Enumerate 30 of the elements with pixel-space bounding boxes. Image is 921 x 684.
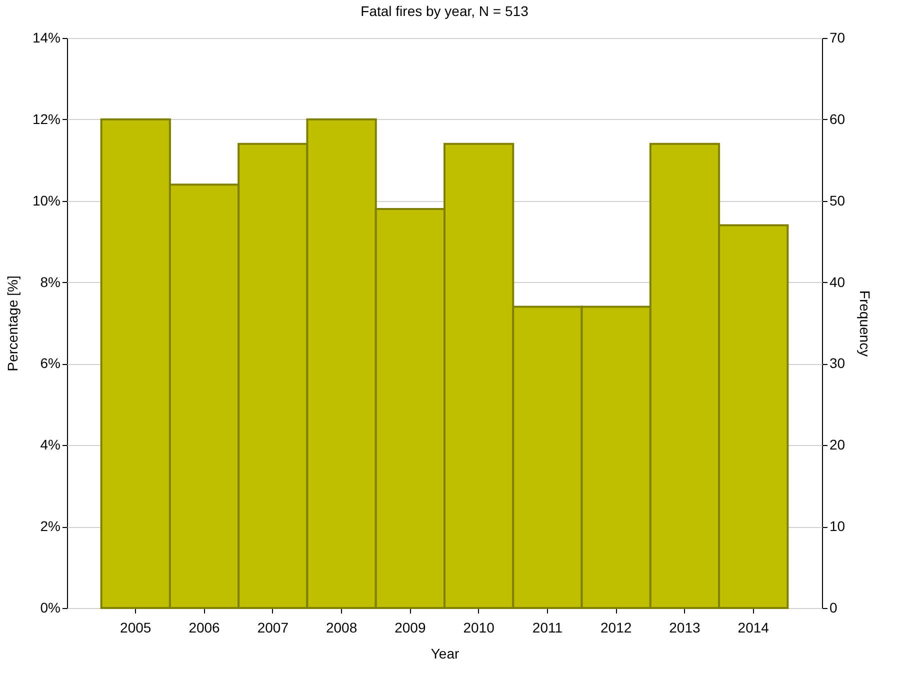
y-tick-label: 0% <box>40 600 60 616</box>
x-tick-label: 2009 <box>394 620 426 636</box>
y-tick-label: 8% <box>40 274 60 290</box>
x-tick-label: 2007 <box>257 620 289 636</box>
x-tick-label: 2013 <box>669 620 701 636</box>
x-tick-label: 2014 <box>738 620 770 636</box>
y2-tick-label: 70 <box>830 30 846 46</box>
y-tick-label: 4% <box>40 436 60 453</box>
y2-tick-label: 10 <box>830 518 846 534</box>
y2-tick-label: 30 <box>830 355 846 372</box>
y-tick-label: 10% <box>32 192 60 208</box>
y2-tick-label: 20 <box>830 436 846 453</box>
y-tick-label: 14% <box>32 30 60 46</box>
y2-tick-label: 50 <box>830 192 846 208</box>
y2-tick-label: 40 <box>830 274 846 290</box>
x-tick-label: 2011 <box>532 620 563 636</box>
x-tick-label: 2008 <box>326 620 358 636</box>
x-tick-label: 2010 <box>463 620 495 636</box>
y2-tick-label: 60 <box>830 110 846 127</box>
y-tick-label: 2% <box>40 518 60 534</box>
y-tick-label: 12% <box>32 110 60 127</box>
chart-title: Fatal fires by year, N = 513 <box>360 3 529 19</box>
y-tick-label: 6% <box>40 355 60 372</box>
y2-tick-label: 0 <box>830 600 838 616</box>
x-tick-label: 2006 <box>188 620 220 636</box>
x-tick-label: 2005 <box>120 620 152 636</box>
x-tick-label: 2012 <box>600 620 632 636</box>
y2-axis-title: Frequency <box>857 290 874 357</box>
x-axis-title: Year <box>430 646 460 662</box>
y-axis-title: Percentage [%] <box>4 276 20 372</box>
